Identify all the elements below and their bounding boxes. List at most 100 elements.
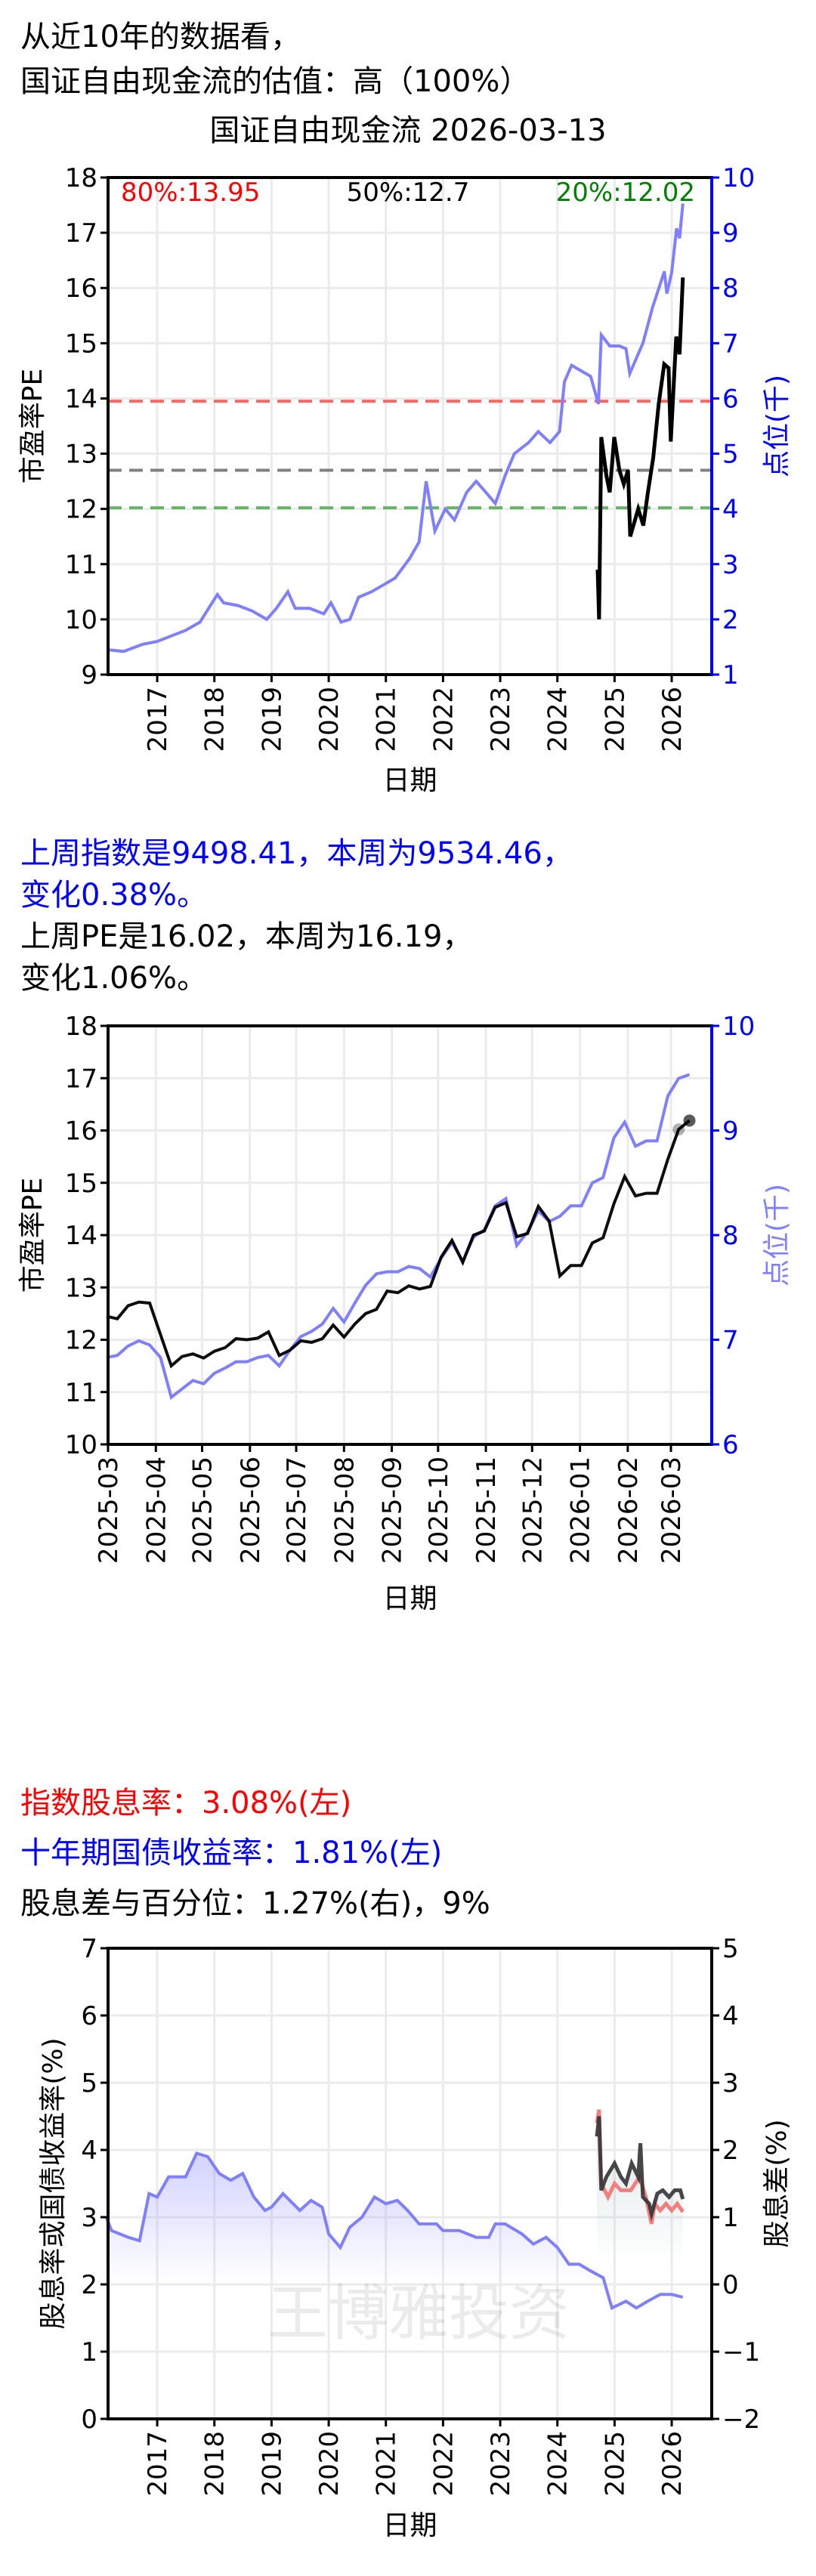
y-tick-label: 16 xyxy=(65,1117,97,1147)
y-tick-label: 5 xyxy=(81,2068,97,2099)
x-tick-label: 2026-02 xyxy=(614,1456,644,1564)
y-tick-label: 11 xyxy=(65,1378,97,1408)
x-tick-label: 2025-05 xyxy=(188,1456,218,1564)
y-tick-label: 2 xyxy=(81,2270,97,2300)
y-tick-label: 6 xyxy=(81,2001,97,2031)
y-tick-label: 3 xyxy=(81,2203,97,2233)
y-tick-label: 10 xyxy=(65,605,97,635)
x-tick-label: 2020 xyxy=(314,2431,345,2497)
x-tick-label: 2020 xyxy=(314,687,345,752)
y-tick-label: 0 xyxy=(81,2405,97,2435)
x-tick-label: 2024 xyxy=(543,687,573,752)
y-right-tick-label: 5 xyxy=(722,1934,739,1964)
p80-label: 80%:13.95 xyxy=(121,178,260,208)
y-right-tick-label: 3 xyxy=(722,550,739,580)
y-tick-label: 18 xyxy=(65,1012,97,1042)
pe-change-line1: 上周PE是16.02，本周为16.19， xyxy=(20,919,472,954)
y-tick-label: 9 xyxy=(81,660,97,690)
y-axis-label: 市盈率PE xyxy=(17,369,48,483)
x-tick-label: 2025-12 xyxy=(518,1456,548,1564)
y-tick-label: 17 xyxy=(65,1064,97,1094)
chart1-title: 国证自由现金流 2026-03-13 xyxy=(209,113,606,148)
y-right-tick-label: 1 xyxy=(722,2203,739,2233)
y-right-tick-label: 6 xyxy=(722,384,739,414)
header-line2: 国证自由现金流的估值：高（100%） xyxy=(20,64,530,99)
y-right-tick-label: 9 xyxy=(722,218,739,249)
y-right-tick-label: −2 xyxy=(722,2405,760,2435)
x-tick-label: 2021 xyxy=(372,2431,402,2497)
x-tick-label: 2025 xyxy=(600,2431,630,2497)
y-right-axis-label: 股息差(%) xyxy=(762,2119,793,2247)
p20-label: 20%:12.02 xyxy=(556,178,695,208)
x-tick-label: 2025-09 xyxy=(378,1456,408,1564)
index-line xyxy=(107,203,685,653)
y-right-tick-label: 8 xyxy=(722,273,739,304)
x-tick-label: 2025-10 xyxy=(424,1456,454,1564)
y-tick-label: 1 xyxy=(81,2337,97,2368)
y-right-tick-label: 9 xyxy=(722,1117,739,1147)
spread-line xyxy=(595,2116,685,2222)
x-axis-label: 日期 xyxy=(382,765,437,796)
y-right-axis-label: 点位(千) xyxy=(762,1184,793,1286)
y-right-tick-label: 2 xyxy=(722,2136,739,2166)
x-tick-label: 2022 xyxy=(428,687,459,752)
bond-yield-fill xyxy=(106,2153,604,2284)
y-right-tick-label: 6 xyxy=(722,1430,739,1460)
y-tick-label: 16 xyxy=(65,273,97,304)
y-tick-label: 14 xyxy=(65,384,97,414)
y-tick-label: 7 xyxy=(81,1934,97,1964)
y-right-tick-label: 8 xyxy=(722,1221,739,1251)
spread-text: 股息差与百分位：1.27%(右)，9% xyxy=(20,1886,490,1921)
x-tick-label: 2024 xyxy=(543,2431,573,2497)
y-right-tick-label: 1 xyxy=(722,660,739,690)
this-week-pe-marker xyxy=(683,1114,696,1127)
index-change-line2: 变化0.38%。 xyxy=(20,878,207,913)
index-line xyxy=(106,1073,691,1401)
x-tick-label: 2019 xyxy=(257,687,287,752)
chart3-yield-spread: 0 1 2 3 4 5 6 7 −2 −1 0 1 2 3 4 5 2017 2018 2019 2020 2021 20… xyxy=(38,1934,793,2541)
y-tick-label: 4 xyxy=(81,2136,97,2166)
dividend-yield-text: 指数股息率：3.08%(左) xyxy=(20,1786,351,1821)
y-tick-label: 11 xyxy=(65,550,97,580)
watermark: 王博雅投资 xyxy=(267,2278,570,2349)
y-axis-label: 市盈率PE xyxy=(17,1178,48,1293)
x-tick-label: 2019 xyxy=(257,2431,287,2497)
plot-frame xyxy=(107,176,713,676)
x-tick-label: 2026-03 xyxy=(657,1456,687,1564)
y-tick-label: 13 xyxy=(65,1273,97,1303)
y-right-tick-label: −1 xyxy=(722,2337,760,2368)
x-tick-label: 2025-03 xyxy=(94,1456,124,1564)
bond-yield-text: 十年期国债收益率：1.81%(左) xyxy=(20,1836,442,1870)
x-tick-label: 2026 xyxy=(657,2431,688,2497)
pe-line xyxy=(106,1119,691,1369)
x-tick-label: 2026 xyxy=(657,687,688,752)
y-tick-label: 13 xyxy=(65,440,97,470)
p50-label: 50%:12.7 xyxy=(347,178,470,208)
x-tick-label: 2018 xyxy=(200,687,230,752)
y-right-tick-label: 5 xyxy=(722,440,739,470)
y-tick-label: 14 xyxy=(65,1221,97,1251)
y-right-tick-label: 10 xyxy=(722,1012,755,1042)
last-week-pe-marker xyxy=(672,1123,685,1136)
y-right-axis-label: 点位(千) xyxy=(762,375,793,477)
y-right-tick-label: 3 xyxy=(722,2068,739,2099)
y-tick-label: 10 xyxy=(65,1430,97,1460)
x-tick-label: 2022 xyxy=(428,2431,459,2497)
y-axis-label: 股息率或国债收益率(%) xyxy=(38,2037,69,2329)
y-tick-label: 15 xyxy=(65,329,97,359)
x-tick-label: 2025-11 xyxy=(471,1456,502,1564)
x-tick-label: 2017 xyxy=(143,2431,173,2497)
y-right-tick-label: 4 xyxy=(722,2001,739,2031)
y-right-tick-label: 2 xyxy=(722,605,739,635)
x-tick-label: 2026-01 xyxy=(566,1456,596,1564)
x-tick-label: 2025-04 xyxy=(141,1456,172,1564)
y-right-tick-label: 0 xyxy=(722,2270,739,2300)
pe-line xyxy=(595,277,685,619)
x-tick-label: 2025-06 xyxy=(236,1456,266,1564)
x-tick-label: 2023 xyxy=(486,687,516,752)
pe-change-line2: 变化1.06%。 xyxy=(20,961,207,996)
y-right-tick-label: 7 xyxy=(722,329,739,359)
